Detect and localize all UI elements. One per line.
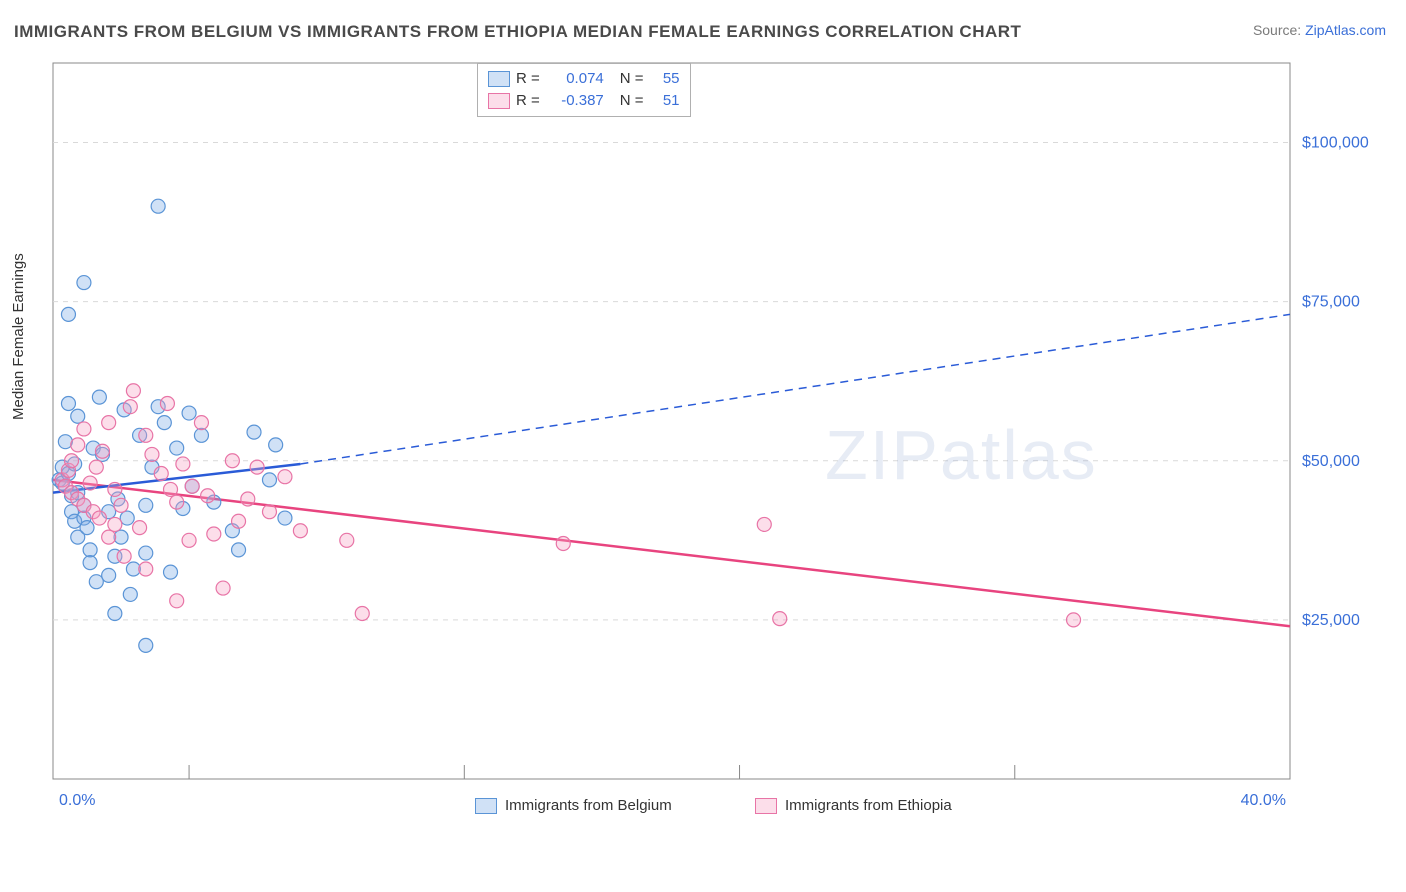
legend-series-label: Immigrants from Ethiopia xyxy=(785,797,952,814)
legend-n-value: 51 xyxy=(650,90,680,112)
svg-text:$25,000: $25,000 xyxy=(1302,612,1360,629)
correlation-legend: R = 0.074 N = 55 R = -0.387 N = 51 xyxy=(477,63,691,117)
legend-swatch xyxy=(755,798,777,814)
legend-row: R = 0.074 N = 55 xyxy=(488,68,680,90)
legend-r-value: -0.387 xyxy=(546,90,604,112)
series-legend-belgium: Immigrants from Belgium xyxy=(475,797,672,814)
legend-r-label: R = xyxy=(516,90,540,112)
plot-area: $25,000 $50,000 $75,000 $100,000 0.0% 40.0% R… xyxy=(45,55,1380,827)
legend-swatch xyxy=(488,93,510,109)
legend-swatch xyxy=(488,71,510,87)
legend-n-label: N = xyxy=(620,90,644,112)
svg-text:$100,000: $100,000 xyxy=(1302,135,1369,152)
svg-text:$50,000: $50,000 xyxy=(1302,453,1360,470)
legend-series-label: Immigrants from Belgium xyxy=(505,797,672,814)
y-axis-label: Median Female Earnings xyxy=(10,253,27,420)
legend-swatch xyxy=(475,798,497,814)
legend-n-value: 55 xyxy=(650,68,680,90)
source-label: Source: xyxy=(1253,22,1305,38)
legend-r-value: 0.074 xyxy=(546,68,604,90)
svg-text:0.0%: 0.0% xyxy=(59,792,95,809)
source-link[interactable]: ZipAtlas.com xyxy=(1305,22,1386,38)
svg-text:40.0%: 40.0% xyxy=(1241,792,1286,809)
series-legend-ethiopia: Immigrants from Ethiopia xyxy=(755,797,952,814)
legend-row: R = -0.387 N = 51 xyxy=(488,90,680,112)
chart-title: IMMIGRANTS FROM BELGIUM VS IMMIGRANTS FR… xyxy=(14,22,1021,42)
scatter-chart: $25,000 $50,000 $75,000 $100,000 0.0% 40.0% xyxy=(45,55,1380,827)
source-attribution: Source: ZipAtlas.com xyxy=(1253,22,1386,38)
svg-text:$75,000: $75,000 xyxy=(1302,294,1360,311)
legend-r-label: R = xyxy=(516,68,540,90)
legend-n-label: N = xyxy=(620,68,644,90)
